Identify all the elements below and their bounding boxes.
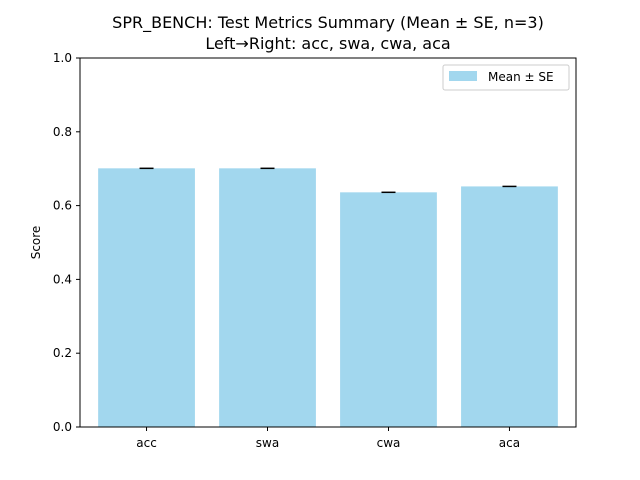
- y-tick-label: 0.8: [53, 125, 72, 139]
- y-axis-label: Score: [29, 226, 43, 260]
- bars-layer: [98, 168, 558, 427]
- x-axis-ticks: acc swa cwa aca: [136, 427, 520, 450]
- plot-frame: [79, 57, 577, 428]
- y-tick-label: 1.0: [53, 51, 72, 65]
- legend-swatch: [449, 71, 477, 81]
- x-tick-label-swa: swa: [256, 436, 279, 450]
- x-tick-label-aca: aca: [499, 436, 520, 450]
- legend: Mean ± SE: [442, 64, 570, 91]
- y-tick-label: 0.2: [53, 346, 72, 360]
- error-bars-layer: [139, 167, 517, 194]
- chart-title: SPR_BENCH: Test Metrics Summary (Mean ± …: [112, 13, 544, 33]
- bar-aca: [461, 186, 558, 427]
- y-axis-ticks: 0.0 0.2 0.4 0.6 0.8 1.0: [53, 51, 80, 434]
- x-tick-label-acc: acc: [136, 436, 157, 450]
- y-tick-label: 0.0: [53, 420, 72, 434]
- chart-subtitle: Left→Right: acc, swa, cwa, aca: [205, 34, 450, 53]
- y-tick-label: 0.6: [53, 199, 72, 213]
- bar-acc: [98, 168, 195, 427]
- legend-label: Mean ± SE: [488, 70, 554, 84]
- x-tick-label-cwa: cwa: [377, 436, 401, 450]
- bar-cwa: [340, 192, 437, 427]
- y-tick-label: 0.4: [53, 272, 72, 286]
- bar-swa: [219, 168, 316, 427]
